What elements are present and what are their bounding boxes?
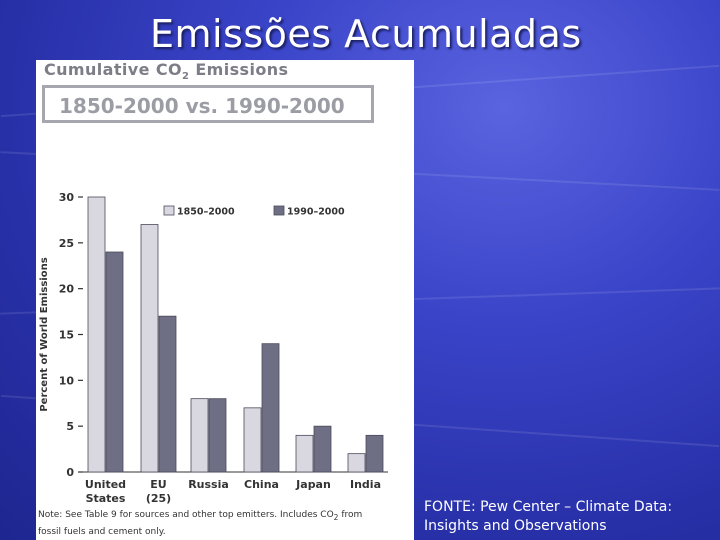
chart-title-subscript: 2	[182, 71, 190, 83]
legend-label: 1990–2000	[287, 207, 345, 218]
chart-panel: Cumulative CO2 Emissions 1850-2000 vs. 1…	[36, 60, 414, 540]
chart-title-text: Cumulative CO	[44, 60, 183, 79]
y-tick-label: 0	[66, 466, 74, 479]
period-box: 1850-2000 vs. 1990-2000	[42, 85, 374, 123]
y-tick-label: 5	[66, 420, 74, 433]
y-tick-label: 25	[59, 237, 74, 250]
y-tick-label: 30	[59, 191, 75, 204]
slide-title: Emissões Acumuladas	[150, 12, 582, 56]
x-category-label: Japan	[295, 478, 331, 491]
legend-swatch	[163, 205, 175, 216]
bar-1850-2000	[347, 453, 366, 473]
bar-1990-2000	[158, 315, 177, 473]
bar-1850-2000	[190, 398, 209, 473]
x-category-label: United	[85, 478, 126, 491]
y-axis-title: Percent of World Emissions	[39, 257, 50, 411]
x-category-label: India	[350, 478, 381, 491]
x-category-label-line2: (25)	[146, 492, 171, 505]
note-text: Note: See Table 9 for sources and other …	[38, 510, 334, 520]
chart-title: Cumulative CO2 Emissions	[44, 60, 288, 82]
bar-1990-2000	[105, 251, 124, 473]
bar-1850-2000	[295, 434, 314, 473]
bar-1990-2000	[208, 398, 227, 473]
x-category-label: Russia	[188, 478, 229, 491]
source-caption: FONTE: Pew Center – Climate Data: Insigh…	[424, 499, 673, 534]
bar-layer	[87, 196, 384, 473]
bar-1850-2000	[87, 196, 106, 473]
bar-chart: 0 5 10 15 20 25 30 Percent of World Emissions Un…	[39, 191, 388, 505]
chart-title-end: Emissions	[189, 60, 289, 79]
bar-1990-2000	[261, 343, 280, 473]
legend-label: 1850–2000	[177, 207, 235, 218]
bar-1850-2000	[243, 407, 262, 473]
y-tick-label: 20	[59, 283, 75, 296]
bar-1990-2000	[313, 425, 332, 473]
legend-layer: 1850–2000 1990–2000	[163, 205, 345, 218]
chart-note: Note: See Table 9 for sources and other …	[38, 508, 414, 540]
period-label: 1850-2000 vs. 1990-2000	[59, 94, 345, 118]
note-subscript: 2	[333, 512, 339, 522]
x-category-label-line2: States	[86, 492, 126, 505]
x-category-label: EU	[150, 478, 166, 491]
axis-layer: 0 5 10 15 20 25 30 Percent of World Emissions Un…	[39, 191, 388, 505]
x-category-label: China	[244, 478, 279, 491]
bar-1850-2000	[140, 224, 159, 473]
note-text-end: from	[338, 510, 363, 520]
bar-1990-2000	[365, 434, 384, 473]
y-tick-label: 10	[59, 374, 75, 387]
y-tick-label: 15	[59, 329, 74, 342]
legend-swatch	[273, 205, 285, 216]
note-text-line2: fossil fuels and cement only.	[38, 526, 166, 537]
